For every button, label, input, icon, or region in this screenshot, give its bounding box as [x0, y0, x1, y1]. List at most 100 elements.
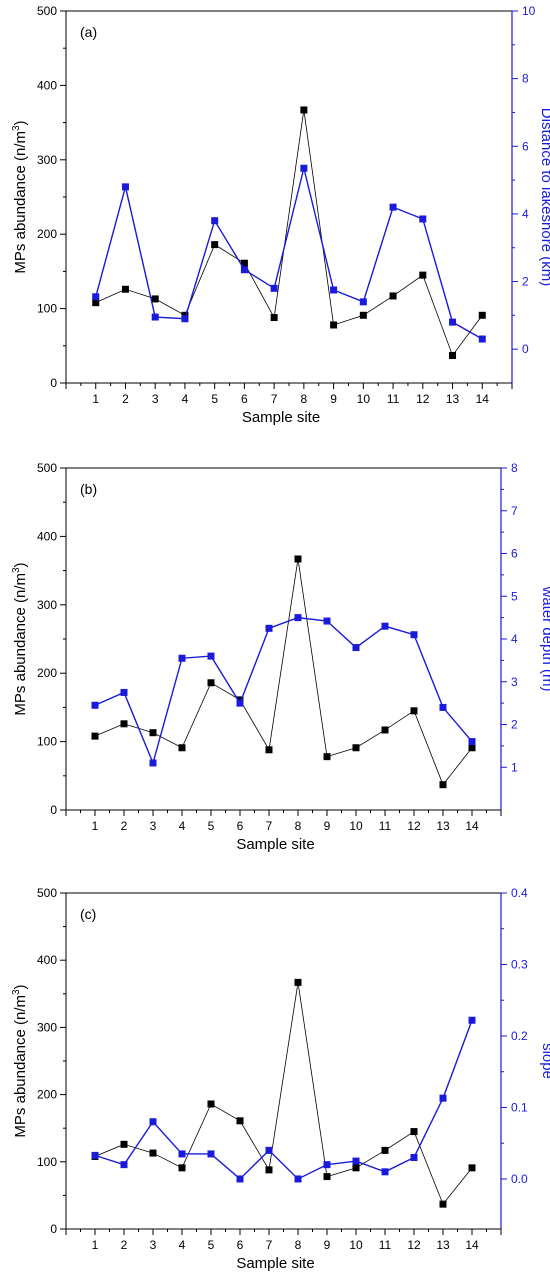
data-point-abundance — [294, 978, 302, 986]
series-line-abundance — [94, 982, 473, 1205]
data-point-abundance — [330, 321, 338, 329]
x-tick-label: 10 — [357, 392, 371, 406]
data-point-abundance — [352, 1164, 360, 1172]
x-tick-label: 6 — [241, 392, 248, 406]
x-tick-label: 14 — [465, 1238, 479, 1252]
y2-tick-label: 10 — [522, 4, 536, 18]
data-point-abundance — [178, 1164, 186, 1172]
y2-tick-label: 2 — [522, 275, 529, 289]
y2-tick-label: 0.1 — [511, 1100, 528, 1114]
data-point-secondary — [323, 617, 331, 625]
y-tick-label: 300 — [37, 1020, 57, 1034]
data-point-secondary — [207, 1150, 215, 1158]
x-tick-label: 5 — [211, 392, 218, 406]
y-tick-label: 500 — [37, 886, 57, 900]
y-tick-label: 400 — [37, 78, 57, 92]
data-point-secondary — [300, 164, 308, 172]
data-point-abundance — [92, 299, 100, 307]
data-point-abundance — [120, 1140, 128, 1148]
y-tick-label: 300 — [37, 598, 57, 612]
data-point-secondary — [91, 701, 99, 709]
data-point-secondary — [92, 293, 100, 301]
x-tick-label: 12 — [416, 392, 430, 406]
y2-tick-label: 7 — [511, 504, 518, 518]
data-point-abundance — [151, 295, 159, 303]
x-tick-label: 3 — [150, 1238, 157, 1252]
data-point-secondary — [410, 631, 418, 639]
y2-tick-label: 1 — [511, 760, 518, 774]
data-point-secondary — [449, 318, 457, 326]
data-point-secondary — [478, 335, 486, 343]
data-point-secondary — [381, 622, 389, 630]
data-point-abundance — [300, 106, 308, 114]
data-point-secondary — [236, 699, 244, 707]
x-tick-label: 5 — [208, 819, 215, 833]
data-point-secondary — [270, 284, 278, 292]
data-point-secondary — [468, 738, 476, 746]
x-tick-label: 14 — [476, 392, 490, 406]
y-tick-label: 500 — [37, 4, 57, 18]
data-point-abundance — [439, 781, 447, 789]
series-line-secondary — [95, 168, 483, 340]
y-tick-label: 0 — [50, 1222, 57, 1236]
panel-label: (c) — [80, 906, 96, 922]
data-point-secondary — [211, 217, 219, 225]
x-tick-label: 5 — [208, 1238, 215, 1252]
data-point-abundance — [381, 1146, 389, 1154]
y2-tick-label: 2 — [511, 718, 518, 732]
x-tick-label: 7 — [266, 1238, 273, 1252]
data-point-secondary — [381, 1168, 389, 1176]
data-point-secondary — [120, 1161, 128, 1169]
y2-tick-label: 8 — [522, 72, 529, 86]
panel-label: (a) — [80, 24, 97, 40]
data-point-secondary — [330, 286, 338, 294]
data-point-secondary — [265, 1146, 273, 1154]
data-point-secondary — [149, 759, 157, 767]
data-point-secondary — [207, 652, 215, 660]
x-tick-label: 6 — [237, 1238, 244, 1252]
x-tick-label: 10 — [349, 1238, 363, 1252]
x-tick-label: 11 — [379, 1238, 392, 1252]
y2-axis-label: Distance to lakeshore (km) — [538, 108, 550, 286]
data-point-secondary — [181, 315, 189, 323]
x-tick-label: 13 — [436, 1238, 450, 1252]
x-tick-label: 12 — [407, 1238, 421, 1252]
x-tick-label: 1 — [92, 1238, 99, 1252]
y2-tick-label: 3 — [511, 675, 518, 689]
data-point-abundance — [91, 732, 99, 740]
x-tick-label: 4 — [179, 819, 186, 833]
data-point-abundance — [389, 292, 397, 300]
data-point-abundance — [149, 1149, 157, 1157]
data-point-abundance — [359, 311, 367, 319]
data-point-abundance — [478, 311, 486, 319]
y-axis-label: MPs abundance (n/m3) — [11, 984, 29, 1137]
data-point-abundance — [121, 285, 129, 293]
data-point-abundance — [439, 1200, 447, 1208]
x-tick-label: 12 — [407, 819, 421, 833]
x-tick-label: 8 — [295, 1238, 302, 1252]
y2-tick-label: 0.2 — [511, 1029, 528, 1043]
data-point-abundance — [381, 726, 389, 734]
y2-tick-label: 6 — [511, 547, 518, 561]
y2-tick-label: 5 — [511, 589, 518, 603]
data-point-secondary — [265, 624, 273, 632]
y-tick-label: 200 — [37, 666, 57, 680]
x-tick-label: 6 — [237, 819, 244, 833]
data-point-secondary — [240, 266, 248, 274]
data-point-secondary — [149, 1118, 157, 1126]
data-point-abundance — [178, 744, 186, 752]
data-point-secondary — [121, 183, 129, 191]
x-tick-label: 1 — [92, 819, 99, 833]
y2-tick-label: 0 — [522, 342, 529, 356]
y-tick-label: 300 — [37, 153, 57, 167]
data-point-secondary — [120, 688, 128, 696]
data-point-secondary — [352, 1157, 360, 1165]
x-tick-label: 4 — [179, 1238, 186, 1252]
y2-tick-label: 4 — [511, 632, 518, 646]
y2-tick-label: 0.0 — [511, 1172, 528, 1186]
x-axis-label: Sample site — [242, 409, 320, 426]
x-tick-label: 11 — [387, 392, 400, 406]
x-tick-label: 2 — [122, 392, 129, 406]
